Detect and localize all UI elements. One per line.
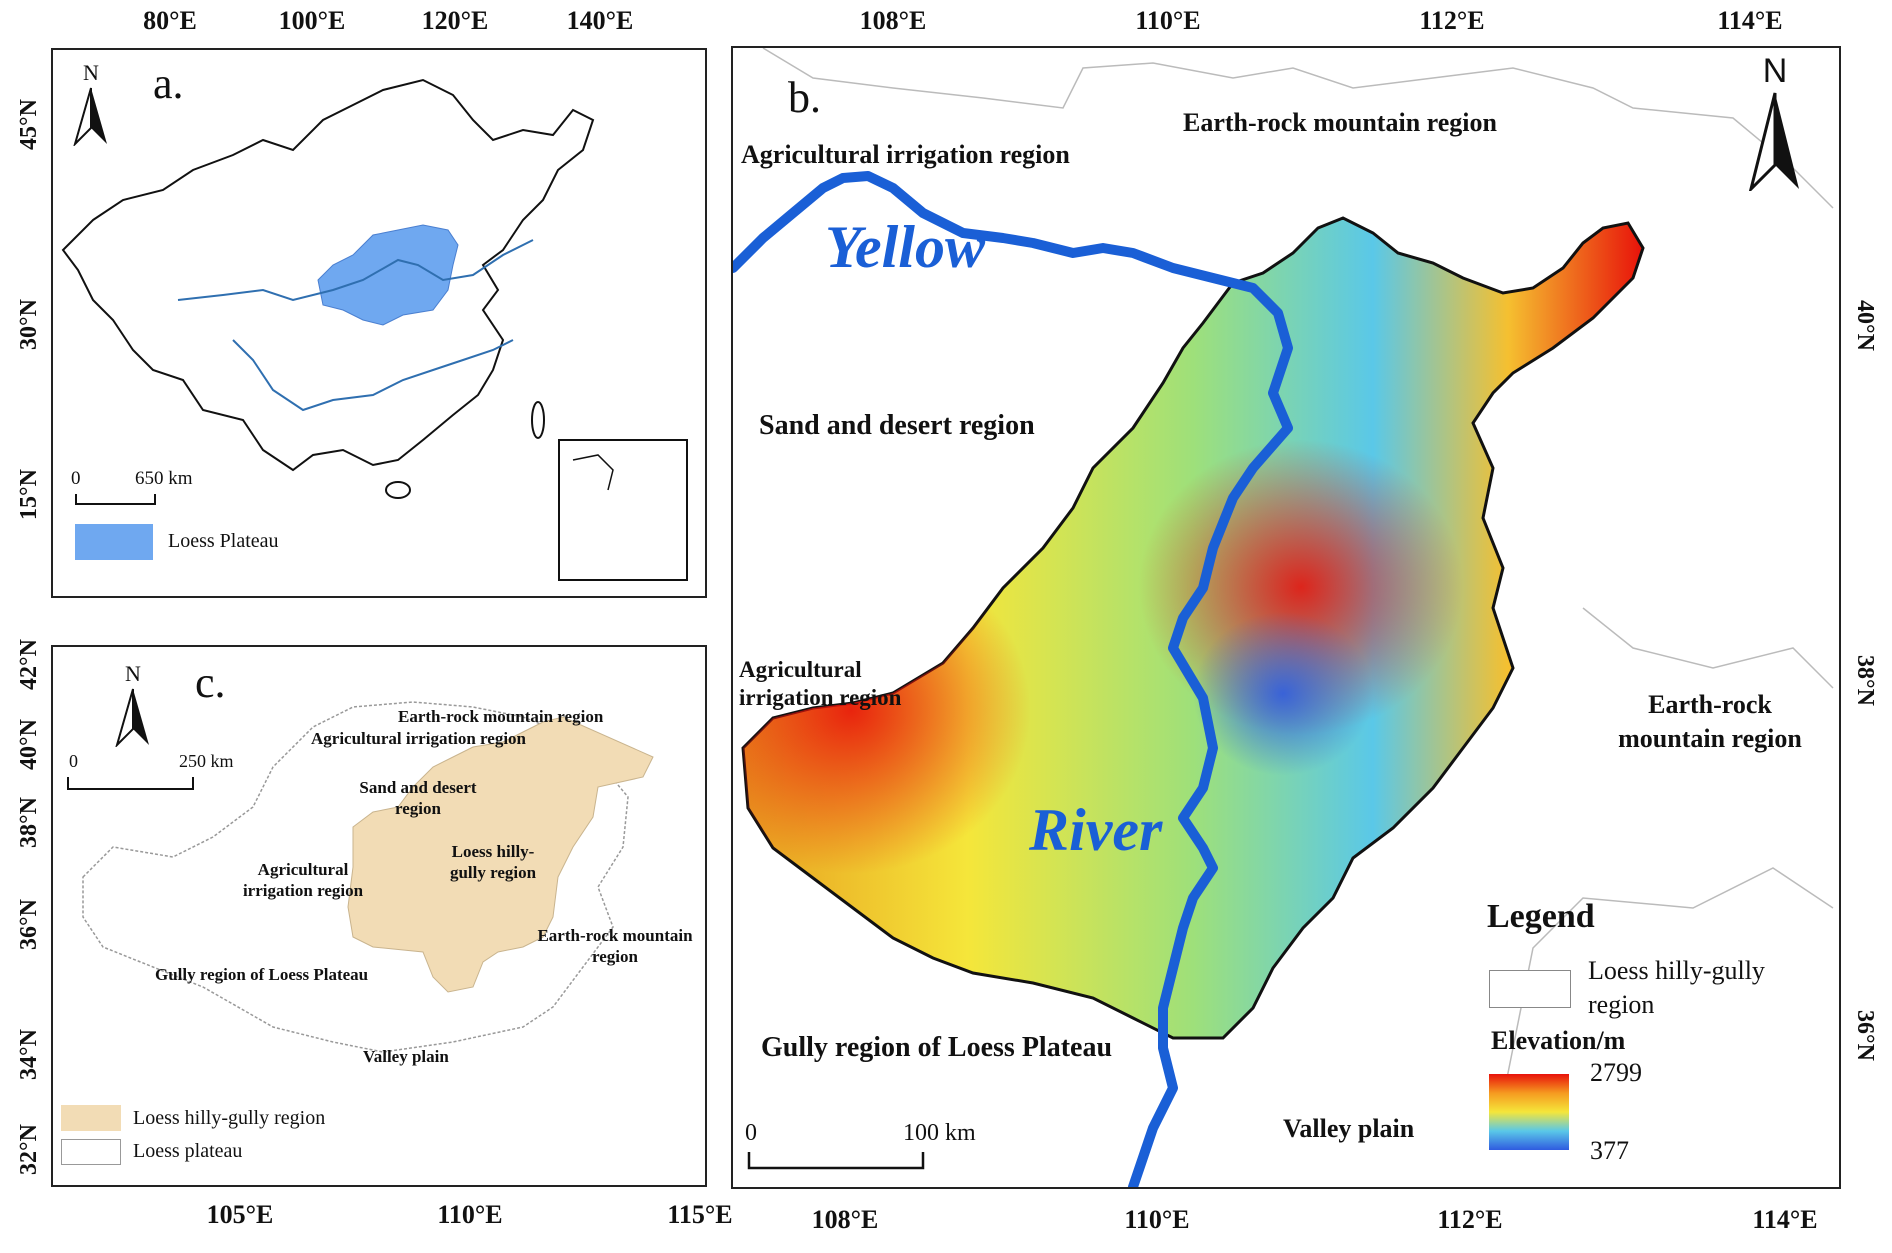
panel-b-lon-tick-bottom: 112°E bbox=[1437, 1205, 1503, 1234]
panel-a-lat-tick: 45°N bbox=[16, 99, 42, 150]
region-label: Sand and desert region bbox=[359, 778, 477, 818]
panel-b-legend-boundary-label: Loess hilly-gully region bbox=[1588, 956, 1765, 1019]
panel-b-map bbox=[733, 48, 1834, 1187]
region-label: Sand and desert region bbox=[759, 410, 1035, 441]
hainan-island bbox=[385, 481, 411, 499]
yellow-river bbox=[733, 171, 1293, 1187]
panel-a-lon-tick: 100°E bbox=[278, 6, 346, 35]
panel-c-lat-tick: 38°N bbox=[16, 797, 42, 848]
region-label: Valley plain bbox=[363, 1047, 449, 1066]
panel-b-legend-boundary-swatch bbox=[1489, 970, 1571, 1008]
loess-hilly-gully-region bbox=[347, 716, 654, 993]
panel-a-scale-label: 650 km bbox=[135, 468, 193, 489]
panel-b-lon-tick-top: 114°E bbox=[1717, 6, 1783, 35]
region-label: Valley plain bbox=[1283, 1114, 1415, 1143]
region-label: Earth-rock mountain region bbox=[1618, 690, 1802, 753]
region-label: Agricultural irrigation region bbox=[739, 657, 902, 710]
panel-b-lon-tick-bottom: 110°E bbox=[1124, 1205, 1190, 1234]
region-label: Agricultural irrigation region bbox=[242, 860, 364, 900]
panel-b-legend-elevation-title: Elevation/m bbox=[1491, 1026, 1626, 1055]
region-label: Loess hilly-gully region bbox=[449, 842, 537, 882]
north-label: N bbox=[1762, 52, 1788, 90]
panel-c-scale-zero: 0 bbox=[69, 751, 78, 771]
region-label: Earth-rock mountain region bbox=[1183, 108, 1497, 137]
panel-c-lat-tick: 34°N bbox=[16, 1029, 42, 1080]
panel-c-frame: c. N 0 250 km Earth-rock mountain region… bbox=[51, 645, 707, 1187]
river-label-yellow: Yellow bbox=[825, 214, 985, 280]
panel-b-lat-tick: 38°N bbox=[1852, 655, 1878, 706]
panel-a-legend-swatch bbox=[75, 524, 153, 560]
region-label: Earth-rock mountain region bbox=[398, 707, 604, 726]
region-label: Agricultural irrigation region bbox=[741, 140, 1070, 169]
panel-b-lon-tick-bottom: 114°E bbox=[1752, 1205, 1818, 1234]
inset-coast bbox=[572, 454, 614, 491]
river-label-river: River bbox=[1029, 797, 1163, 863]
panel-a-lat-tick: 30°N bbox=[16, 299, 42, 350]
panel-b-legend-elev-max: 2799 bbox=[1590, 1058, 1642, 1087]
panel-b-letter: b. bbox=[788, 73, 821, 122]
region-boundary bbox=[762, 48, 1834, 209]
panel-b-legend-elev-min: 377 bbox=[1590, 1136, 1629, 1165]
region-label: Gully region of Loess Plateau bbox=[155, 965, 369, 984]
taiwan-island bbox=[531, 401, 545, 439]
panel-c-lat-tick: 36°N bbox=[16, 899, 42, 950]
north-label: N bbox=[125, 661, 141, 686]
panel-a-lat-tick: 15°N bbox=[16, 469, 42, 520]
south-china-sea-inset bbox=[558, 439, 688, 581]
panel-b-lon-tick-bottom: 108°E bbox=[811, 1205, 879, 1234]
yangtze-river-line bbox=[232, 339, 514, 412]
panel-c-lon-tick: 115°E bbox=[667, 1200, 733, 1229]
panel-a-scale-zero: 0 bbox=[71, 468, 81, 489]
north-label: N bbox=[83, 60, 99, 85]
panel-a-lon-tick: 120°E bbox=[421, 6, 489, 35]
panel-c-scale-label: 250 km bbox=[179, 751, 234, 771]
panel-c-lat-tick: 40°N bbox=[16, 719, 42, 770]
panel-b-scale-label: 100 km bbox=[903, 1120, 976, 1146]
north-arrow-icon bbox=[114, 688, 149, 749]
panel-b-lon-tick-top: 108°E bbox=[859, 6, 927, 35]
panel-c-legend-swatch-hilly bbox=[61, 1105, 121, 1131]
yellow-river-line bbox=[177, 239, 534, 302]
panel-b-legend-title: Legend bbox=[1487, 898, 1595, 935]
panel-b-lon-tick-top: 110°E bbox=[1135, 6, 1201, 35]
panel-c-lon-tick: 105°E bbox=[206, 1200, 274, 1229]
panel-c-legend-label: Loess hilly-gully region bbox=[133, 1107, 326, 1129]
panel-a-lon-tick: 140°E bbox=[566, 6, 634, 35]
panel-a-letter: a. bbox=[153, 59, 184, 108]
panel-c-lat-tick: 32°N bbox=[16, 1124, 42, 1175]
panel-b-elevation-ramp bbox=[1489, 1074, 1569, 1150]
panel-c-lat-tick: 42°N bbox=[16, 639, 42, 690]
panel-c-scale-bar bbox=[67, 777, 194, 790]
region-label: Earth-rock mountain region bbox=[537, 926, 693, 966]
panel-b-lat-tick: 40°N bbox=[1852, 300, 1878, 351]
panel-c-letter: c. bbox=[195, 658, 226, 707]
region-boundary bbox=[1582, 607, 1834, 689]
panel-c-map bbox=[82, 701, 654, 1053]
region-boundary bbox=[1492, 867, 1834, 1149]
panel-b-frame: b. Earth-rock mountain region Agricultur… bbox=[731, 46, 1841, 1189]
region-label: Agricultural irrigation region bbox=[311, 729, 526, 748]
panel-b-scale-zero: 0 bbox=[745, 1120, 757, 1146]
panel-b-north-arrow: N bbox=[1745, 52, 1805, 196]
loess-plateau-region bbox=[317, 224, 459, 326]
region-label: Gully region of Loess Plateau bbox=[761, 1032, 1113, 1063]
panel-c-lon-tick: 110°E bbox=[437, 1200, 503, 1229]
panel-c-legend-label: Loess plateau bbox=[133, 1140, 243, 1162]
panel-b-lon-tick-top: 112°E bbox=[1419, 6, 1485, 35]
panel-a-legend-label: Loess Plateau bbox=[168, 530, 279, 552]
elevation-low-southeast bbox=[743, 218, 1643, 1038]
north-arrow-icon bbox=[1748, 92, 1799, 194]
panel-b-scale-bar bbox=[747, 1152, 925, 1170]
china-map bbox=[61, 78, 688, 581]
panel-a-scale-bar bbox=[75, 494, 156, 505]
panel-a-frame: a. N 0 650 km Loess Plateau bbox=[51, 48, 707, 598]
panel-a-north-arrow: N bbox=[69, 60, 113, 151]
panel-c-legend-swatch-plateau bbox=[61, 1139, 121, 1165]
panel-b-lat-tick: 36°N bbox=[1852, 1010, 1878, 1061]
panel-a-lon-tick: 80°E bbox=[143, 6, 197, 35]
north-arrow-icon bbox=[72, 87, 107, 148]
panel-c-north-arrow: N bbox=[111, 661, 155, 752]
